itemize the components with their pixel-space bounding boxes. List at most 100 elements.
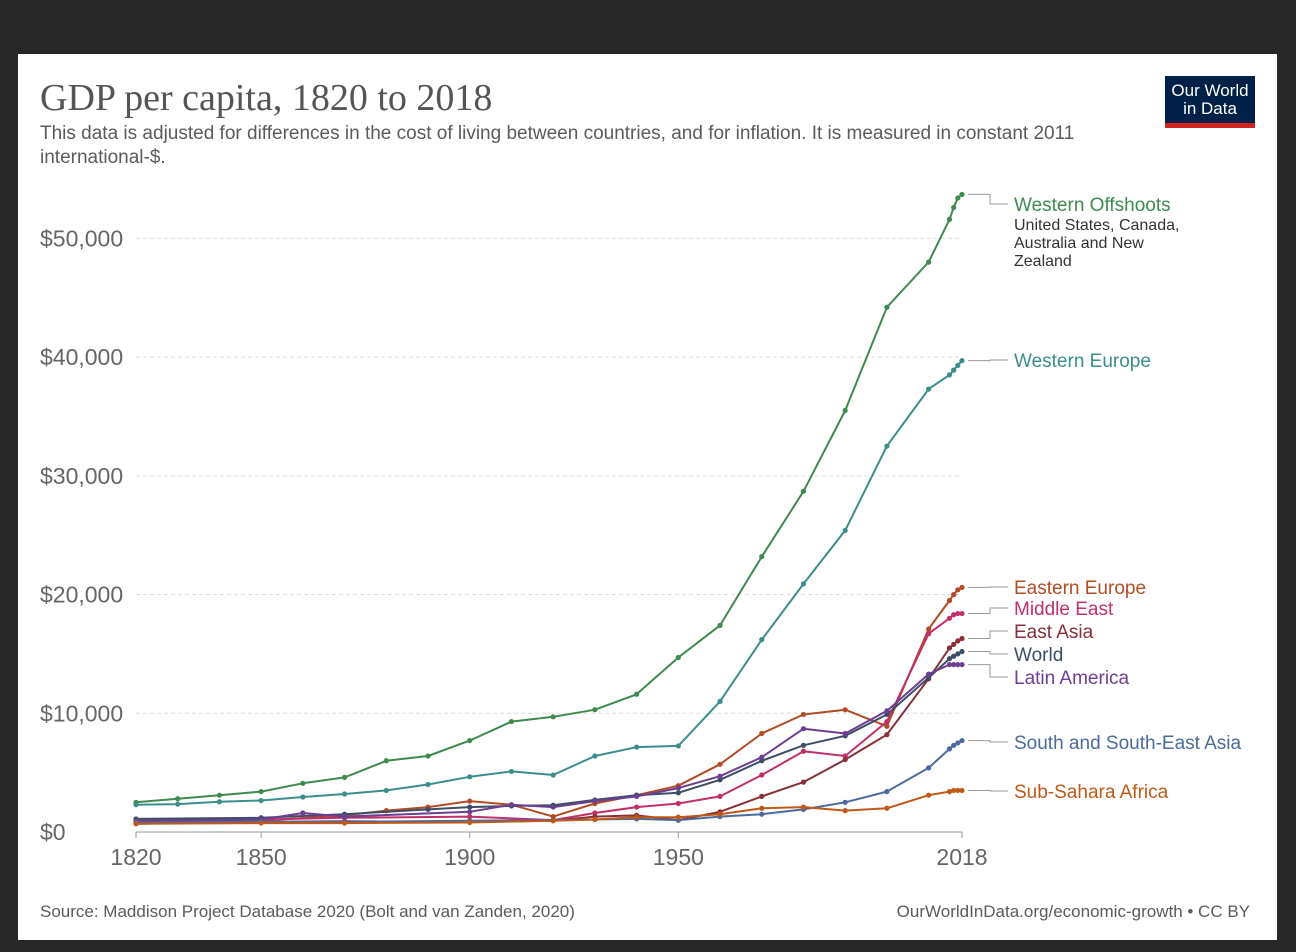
series-label-world[interactable]: World <box>1014 645 1063 666</box>
data-point-sub-sahara-africa[interactable] <box>341 820 348 826</box>
data-point-south-and-south-east-asia[interactable] <box>959 737 965 744</box>
data-point-western-offshoots[interactable] <box>800 488 807 494</box>
data-point-eastern-europe[interactable] <box>467 798 473 804</box>
data-point-western-europe[interactable] <box>425 781 431 788</box>
data-point-latin-america[interactable] <box>467 809 473 815</box>
data-point-sub-sahara-africa[interactable] <box>675 814 681 820</box>
data-point-world[interactable] <box>759 758 765 764</box>
data-point-latin-america[interactable] <box>341 813 348 820</box>
data-point-western-offshoots[interactable] <box>216 792 223 798</box>
data-point-sub-sahara-africa[interactable] <box>959 787 965 794</box>
data-point-eastern-europe[interactable] <box>926 626 932 632</box>
data-point-western-europe[interactable] <box>133 802 139 808</box>
data-point-south-and-south-east-asia[interactable] <box>842 799 848 805</box>
data-point-sub-sahara-africa[interactable] <box>884 805 890 811</box>
data-point-western-europe[interactable] <box>946 372 953 378</box>
data-point-middle-east[interactable] <box>884 718 890 725</box>
data-point-latin-america[interactable] <box>592 798 598 804</box>
series-line-western-offshoots[interactable] <box>135 193 963 804</box>
data-point-western-offshoots[interactable] <box>592 707 598 713</box>
series-line-western-europe[interactable] <box>135 360 963 806</box>
data-point-western-europe[interactable] <box>592 753 598 759</box>
series-line-world[interactable] <box>135 650 963 820</box>
data-point-western-europe[interactable] <box>258 797 264 804</box>
data-point-latin-america[interactable] <box>634 793 640 799</box>
data-point-western-offshoots[interactable] <box>508 718 515 725</box>
data-point-western-offshoots[interactable] <box>175 796 181 802</box>
data-point-world[interactable] <box>675 790 681 796</box>
data-point-world[interactable] <box>946 656 953 662</box>
data-point-western-offshoots[interactable] <box>341 774 348 780</box>
data-point-south-and-south-east-asia[interactable] <box>955 740 961 746</box>
data-point-sub-sahara-africa[interactable] <box>258 820 264 826</box>
data-point-latin-america[interactable] <box>951 661 957 668</box>
data-point-western-offshoots[interactable] <box>425 753 431 759</box>
data-point-western-offshoots[interactable] <box>759 553 765 560</box>
series-line-east-asia[interactable] <box>135 637 963 825</box>
data-point-latin-america[interactable] <box>717 773 723 779</box>
data-point-sub-sahara-africa[interactable] <box>634 814 640 820</box>
data-point-western-europe[interactable] <box>800 581 807 587</box>
data-point-western-offshoots[interactable] <box>946 216 953 222</box>
data-point-western-europe[interactable] <box>467 774 473 780</box>
data-point-east-asia[interactable] <box>800 779 807 785</box>
series-label-western-offshoots[interactable]: Western Offshoots <box>1014 195 1171 216</box>
data-point-world[interactable] <box>467 804 473 810</box>
data-point-east-asia[interactable] <box>759 793 765 799</box>
data-point-latin-america[interactable] <box>884 708 890 714</box>
data-point-middle-east[interactable] <box>592 810 598 816</box>
data-point-sub-sahara-africa[interactable] <box>717 811 723 817</box>
data-point-east-asia[interactable] <box>955 638 961 644</box>
data-point-south-and-south-east-asia[interactable] <box>946 746 953 752</box>
data-point-middle-east[interactable] <box>717 793 723 799</box>
data-point-western-offshoots[interactable] <box>634 691 640 697</box>
data-point-middle-east[interactable] <box>842 753 848 759</box>
data-point-sub-sahara-africa[interactable] <box>550 818 556 824</box>
data-point-western-offshoots[interactable] <box>926 259 932 265</box>
data-point-latin-america[interactable] <box>959 661 965 668</box>
data-point-western-europe[interactable] <box>508 768 515 775</box>
data-point-south-and-south-east-asia[interactable] <box>951 742 957 748</box>
series-label-latin-america[interactable]: Latin America <box>1014 668 1130 689</box>
data-point-south-and-south-east-asia[interactable] <box>759 811 765 817</box>
credit-link[interactable]: OurWorldInData.org/economic-growth • CC … <box>896 902 1250 921</box>
series-label-sub-sahara-africa[interactable]: Sub-Sahara Africa <box>1014 782 1169 803</box>
data-point-latin-america[interactable] <box>508 802 515 808</box>
data-point-world[interactable] <box>951 653 957 659</box>
data-point-sub-sahara-africa[interactable] <box>133 821 139 827</box>
data-point-sub-sahara-africa[interactable] <box>800 804 807 810</box>
data-point-eastern-europe[interactable] <box>759 730 765 737</box>
data-point-eastern-europe[interactable] <box>959 584 965 591</box>
data-point-western-offshoots[interactable] <box>300 780 306 786</box>
data-point-western-europe[interactable] <box>216 799 223 805</box>
data-point-middle-east[interactable] <box>675 800 681 807</box>
data-point-east-asia[interactable] <box>959 635 965 642</box>
data-point-western-offshoots[interactable] <box>550 714 556 720</box>
data-point-sub-sahara-africa[interactable] <box>467 819 473 826</box>
data-point-western-offshoots[interactable] <box>383 758 389 764</box>
series-label-eastern-europe[interactable]: Eastern Europe <box>1014 578 1146 599</box>
data-point-western-offshoots[interactable] <box>258 789 264 795</box>
data-point-western-europe[interactable] <box>842 527 848 534</box>
data-point-western-offshoots[interactable] <box>884 304 890 310</box>
data-point-world[interactable] <box>717 777 723 783</box>
data-point-middle-east[interactable] <box>800 748 807 754</box>
data-point-middle-east[interactable] <box>951 612 957 618</box>
data-point-middle-east[interactable] <box>759 772 765 778</box>
series-label-western-europe[interactable]: Western Europe <box>1014 351 1151 372</box>
series-line-eastern-europe[interactable] <box>135 586 963 824</box>
data-point-latin-america[interactable] <box>300 810 306 816</box>
data-point-latin-america[interactable] <box>800 726 807 732</box>
data-point-middle-east[interactable] <box>926 631 932 637</box>
data-point-middle-east[interactable] <box>959 610 965 617</box>
data-point-world[interactable] <box>425 806 431 813</box>
data-point-western-europe[interactable] <box>759 637 765 643</box>
data-point-western-offshoots[interactable] <box>951 204 957 211</box>
data-point-middle-east[interactable] <box>946 615 953 621</box>
data-point-east-asia[interactable] <box>946 645 953 651</box>
data-point-latin-america[interactable] <box>675 785 681 791</box>
data-point-latin-america[interactable] <box>842 730 848 737</box>
data-point-middle-east[interactable] <box>467 813 473 820</box>
data-point-western-europe[interactable] <box>634 744 640 750</box>
